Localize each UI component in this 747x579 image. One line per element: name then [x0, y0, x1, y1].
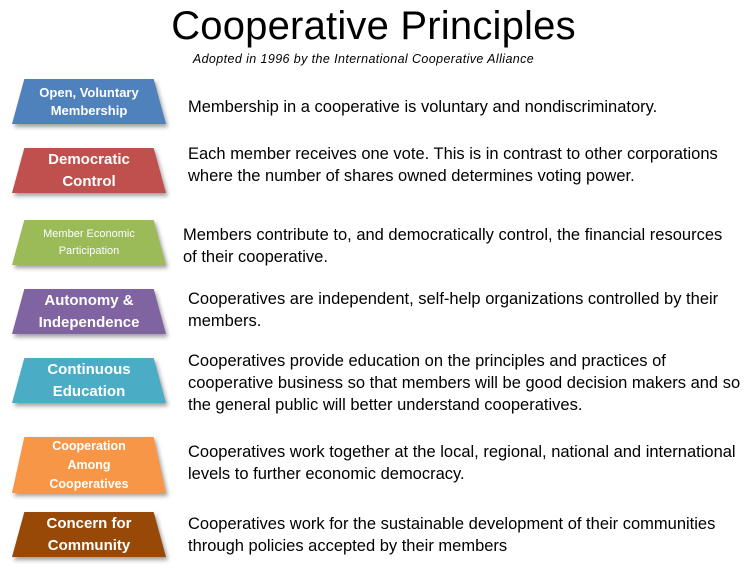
page-title: Cooperative Principles	[171, 4, 576, 48]
principle-description: Members contribute to, and democraticall…	[183, 226, 723, 266]
principle-description: Each member receives one vote. This is i…	[188, 145, 718, 185]
principle-badge-shape: Concern for Community	[12, 512, 166, 557]
principle-badge: Democratic Control	[12, 148, 166, 193]
page-subtitle: Adopted in 1996 by the International Coo…	[192, 52, 535, 66]
principle-label: Member Economic Participation	[43, 227, 135, 257]
principle-description: Cooperatives work together at the local,…	[188, 443, 736, 483]
principle-description: Cooperatives provide education on the pr…	[188, 352, 741, 414]
principle-badge: Cooperation Among Cooperatives	[12, 437, 166, 493]
principle-badge: Concern for Community	[12, 512, 166, 557]
principle-badge-shape: Cooperation Among Cooperatives	[12, 437, 166, 493]
principle-description: Cooperatives work for the sustainable de…	[188, 515, 716, 555]
principle-badge: Continuous Education	[12, 358, 166, 403]
principle-badge-shape: Continuous Education	[12, 358, 166, 403]
principle-description: Cooperatives are independent, self-help …	[188, 290, 719, 330]
principle-badge: Open, Voluntary Membership	[12, 79, 166, 124]
principle-badge: Member Economic Participation	[12, 220, 166, 265]
principle-badge-shape: Democratic Control	[12, 148, 166, 193]
principle-badge-shape: Autonomy & Independence	[12, 289, 166, 334]
principle-badge-shape: Open, Voluntary Membership	[12, 79, 166, 124]
principle-label: Democratic Control	[48, 150, 130, 190]
principle-label: Continuous Education	[47, 360, 131, 400]
principle-badge-shape: Member Economic Participation	[12, 220, 166, 265]
principle-description: Membership in a cooperative is voluntary…	[188, 98, 658, 116]
principle-label: Open, Voluntary Membership	[39, 84, 139, 118]
principle-label: Autonomy & Independence	[38, 291, 140, 331]
principle-badge: Autonomy & Independence	[12, 289, 166, 334]
principle-label: Concern for Community	[46, 514, 132, 554]
principle-label: Cooperation Among Cooperatives	[49, 438, 129, 491]
